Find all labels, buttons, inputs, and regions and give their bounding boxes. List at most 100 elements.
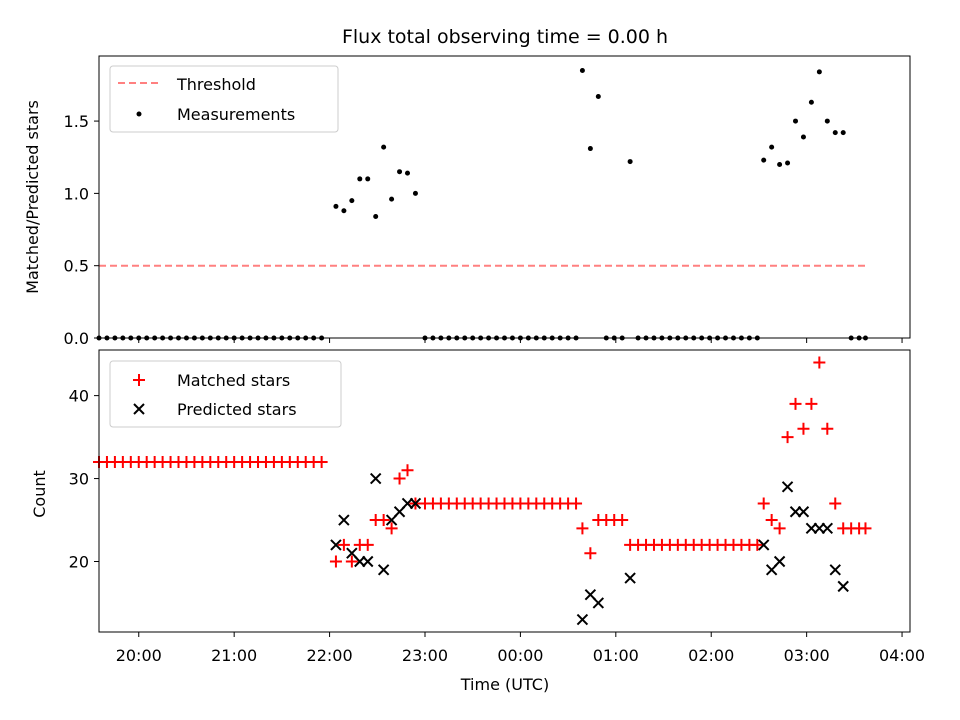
measurement-point — [761, 157, 767, 163]
predicted-star-point — [369, 472, 382, 485]
measurement-point — [840, 130, 846, 136]
count-panel: Count Time (UTC) 20 30 40 20:00 21:00 22:00 23… — [30, 349, 925, 694]
ratio-y-tick-label: 0.5 — [64, 257, 89, 276]
matched-star-point — [377, 514, 390, 527]
predicted-star-point — [592, 597, 605, 609]
predicted-star-point — [829, 564, 841, 576]
matched-star-point — [576, 522, 589, 535]
measurement-point — [808, 99, 814, 105]
threshold-legend-label: Threshold — [176, 75, 256, 94]
measurement-point — [587, 146, 593, 152]
matched-star-point — [805, 397, 818, 410]
count-legend-box — [109, 360, 342, 428]
count-y-tick-label: 40 — [69, 387, 89, 406]
measurements-legend-label: Measurements — [177, 105, 295, 124]
predicted-star-point — [781, 481, 794, 493]
matched-star-point — [773, 522, 786, 535]
measurement-point — [579, 67, 585, 73]
predicted-star-point — [797, 506, 810, 518]
predicted-star-point — [837, 580, 849, 593]
measurement-point — [373, 214, 379, 220]
matched-star-point — [797, 422, 810, 435]
matched-star-point — [329, 555, 342, 568]
x-tick-label: 04:00 — [879, 646, 925, 665]
predicted-legend-label: Predicted stars — [177, 400, 297, 419]
matched-star-point — [584, 547, 597, 560]
measurement-point — [800, 134, 806, 140]
measurement-point — [627, 159, 633, 165]
matched-legend-label: Matched stars — [177, 371, 290, 390]
predicted-star-point — [773, 555, 786, 568]
x-tick-label: 21:00 — [211, 646, 257, 665]
measurement-point — [412, 190, 418, 196]
count-plot-frame — [98, 349, 911, 633]
measurement-point — [381, 144, 387, 150]
matched-star-point — [401, 464, 414, 477]
predicted-star-point — [377, 564, 390, 576]
measurement-point — [389, 196, 395, 202]
measurement-point — [341, 208, 347, 214]
x-tick-label: 00:00 — [497, 646, 543, 665]
measurement-point — [832, 130, 838, 136]
ratio-y-tick-label: 0.0 — [64, 329, 89, 348]
ratio-legend: Threshold Measurements — [109, 65, 339, 133]
predicted-star-point — [821, 522, 834, 535]
measurement-point — [365, 176, 371, 182]
measurement-point — [404, 170, 410, 176]
matched-star-point — [385, 522, 398, 535]
ratio-y-tick-label: 1.0 — [64, 184, 89, 203]
matched-star-point — [859, 522, 872, 535]
matched-star-point — [616, 514, 629, 527]
measurement-point — [793, 118, 799, 124]
measurement-point — [816, 69, 822, 75]
chart-title: Flux total observing time = 0.00 h — [342, 26, 668, 48]
ratio-y-tick-label: 1.5 — [64, 112, 89, 131]
matched-star-point — [757, 497, 770, 510]
matched-star-point — [765, 514, 778, 527]
measurement-point — [595, 93, 601, 99]
count-y-axis-label: Count — [30, 470, 49, 518]
matched-star-point — [829, 497, 842, 510]
predicted-star-point — [409, 497, 422, 510]
x-tick-label: 20:00 — [116, 646, 162, 665]
ratio-legend-box — [109, 65, 339, 133]
x-tick-label: 23:00 — [402, 646, 448, 665]
predicted-star-point — [576, 613, 589, 626]
x-tick-label: 03:00 — [784, 646, 830, 665]
matched-star-point — [789, 397, 802, 410]
matched-star-point — [315, 455, 328, 468]
count-y-tick-label: 20 — [69, 553, 89, 572]
matched-star-point — [393, 472, 406, 485]
measurement-point — [769, 144, 775, 150]
measurement-point — [777, 161, 783, 167]
matched-star-point — [345, 555, 358, 568]
ratio-y-axis-label: Matched/Predicted stars — [23, 100, 42, 294]
measurement-point — [397, 169, 403, 175]
measurement-point — [824, 118, 830, 124]
x-tick-label: 01:00 — [593, 646, 639, 665]
measurements-legend-marker — [136, 111, 142, 117]
measurement-point — [357, 176, 363, 182]
matched-star-point — [570, 497, 583, 510]
matched-star-point — [751, 538, 764, 551]
predicted-star-point — [362, 555, 374, 568]
x-tick-label: 22:00 — [307, 646, 353, 665]
predicted-star-point — [330, 539, 342, 551]
matched-legend-marker — [133, 374, 145, 386]
predicted-legend-marker — [133, 403, 145, 415]
ratio-plot-frame — [98, 55, 911, 339]
matched-star-point — [361, 538, 374, 551]
matched-star-point — [781, 431, 794, 444]
predicted-star-point — [624, 572, 636, 584]
predicted-star-point — [757, 539, 770, 551]
matched-star-point — [813, 356, 826, 369]
measurement-point — [785, 160, 791, 166]
count-plot-area: 20 30 40 20:00 21:00 22:00 23:00 00:00 01:00 02:0… — [69, 356, 925, 665]
measurement-point — [333, 203, 339, 209]
x-axis-label: Time (UTC) — [460, 675, 549, 694]
count-legend: Matched stars Predicted stars — [109, 360, 342, 428]
x-tick-label: 02:00 — [688, 646, 734, 665]
matched-star-point — [337, 538, 350, 551]
ratio-panel: Flux total observing time = 0.00 h Match… — [23, 26, 911, 348]
